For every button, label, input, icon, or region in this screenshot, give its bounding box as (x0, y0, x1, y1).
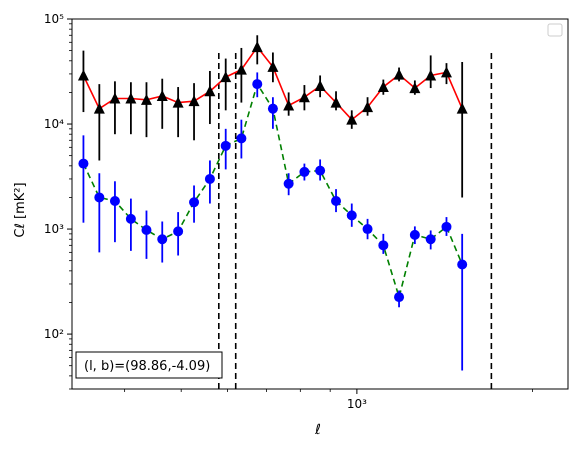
y-tick-label: 10⁵ (44, 12, 64, 26)
data-point-circle (394, 292, 405, 303)
data-point-circle (267, 103, 278, 114)
data-point-triangle (93, 102, 105, 114)
data-point-triangle (425, 69, 437, 81)
data-point-triangle (172, 96, 184, 108)
data-point-circle (157, 234, 168, 245)
data-point-circle (283, 178, 294, 189)
data-point-triangle (156, 89, 168, 101)
data-point-triangle (235, 63, 247, 75)
vertical-lines-group (218, 53, 493, 389)
series-red-triangles (77, 35, 468, 198)
legend-box (547, 23, 563, 37)
y-tick-label: 10³ (44, 222, 64, 236)
data-point-triangle (346, 113, 358, 125)
annotation-box: (l, b)=(98.86,-4.09) (75, 351, 223, 379)
x-axis-label: ℓ (314, 422, 321, 438)
data-point-circle (409, 229, 420, 240)
data-point-triangle (204, 85, 216, 97)
x-tick-label: 10³ (347, 397, 367, 411)
data-point-circle (299, 166, 310, 177)
data-point-circle (78, 158, 89, 169)
data-point-circle (252, 79, 263, 90)
data-point-triangle (125, 92, 137, 104)
data-point-triangle (77, 69, 89, 81)
data-point-circle (441, 221, 452, 232)
data-point-triangle (140, 93, 152, 105)
data-point-triangle (440, 66, 452, 78)
data-point-circle (109, 195, 120, 206)
data-point-triangle (251, 41, 263, 53)
data-point-circle (220, 140, 231, 151)
data-point-triangle (220, 71, 232, 83)
data-point-triangle (267, 60, 279, 72)
data-point-triangle (330, 96, 342, 108)
plot-area (71, 18, 569, 390)
data-point-circle (378, 240, 389, 251)
annotation-frame (75, 351, 223, 379)
y-axis-label: Cℓ [mK²] (13, 182, 28, 237)
data-point-circle (94, 192, 105, 203)
data-point-circle (173, 226, 184, 237)
y-tick-label: 10⁴ (44, 117, 64, 131)
data-point-triangle (393, 68, 405, 80)
y-tick-label: 10² (44, 327, 64, 341)
annotation-text: (l, b)=(98.86,-4.09) (84, 359, 210, 374)
data-point-circle (457, 259, 468, 270)
data-point-triangle (362, 101, 374, 113)
data-point-triangle (298, 91, 310, 103)
axes-group: 10² 10³ 10⁴ 10⁵ 10³ (44, 12, 533, 411)
data-point-circle (346, 210, 357, 221)
data-point-triangle (456, 102, 468, 114)
data-point-triangle (188, 95, 200, 107)
data-point-triangle (409, 82, 421, 94)
data-point-triangle (314, 80, 326, 92)
series-group (77, 35, 468, 371)
data-point-triangle (377, 81, 389, 93)
data-point-circle (125, 213, 136, 224)
series-green-dashed (78, 72, 468, 371)
data-point-circle (331, 195, 342, 206)
data-point-circle (315, 165, 326, 176)
data-point-triangle (109, 92, 121, 104)
data-point-circle (189, 197, 200, 208)
data-point-triangle (283, 99, 295, 111)
data-point-circle (362, 224, 373, 235)
data-point-circle (141, 224, 152, 235)
data-point-circle (425, 234, 436, 245)
data-point-circle (236, 133, 247, 144)
data-point-circle (204, 173, 215, 184)
